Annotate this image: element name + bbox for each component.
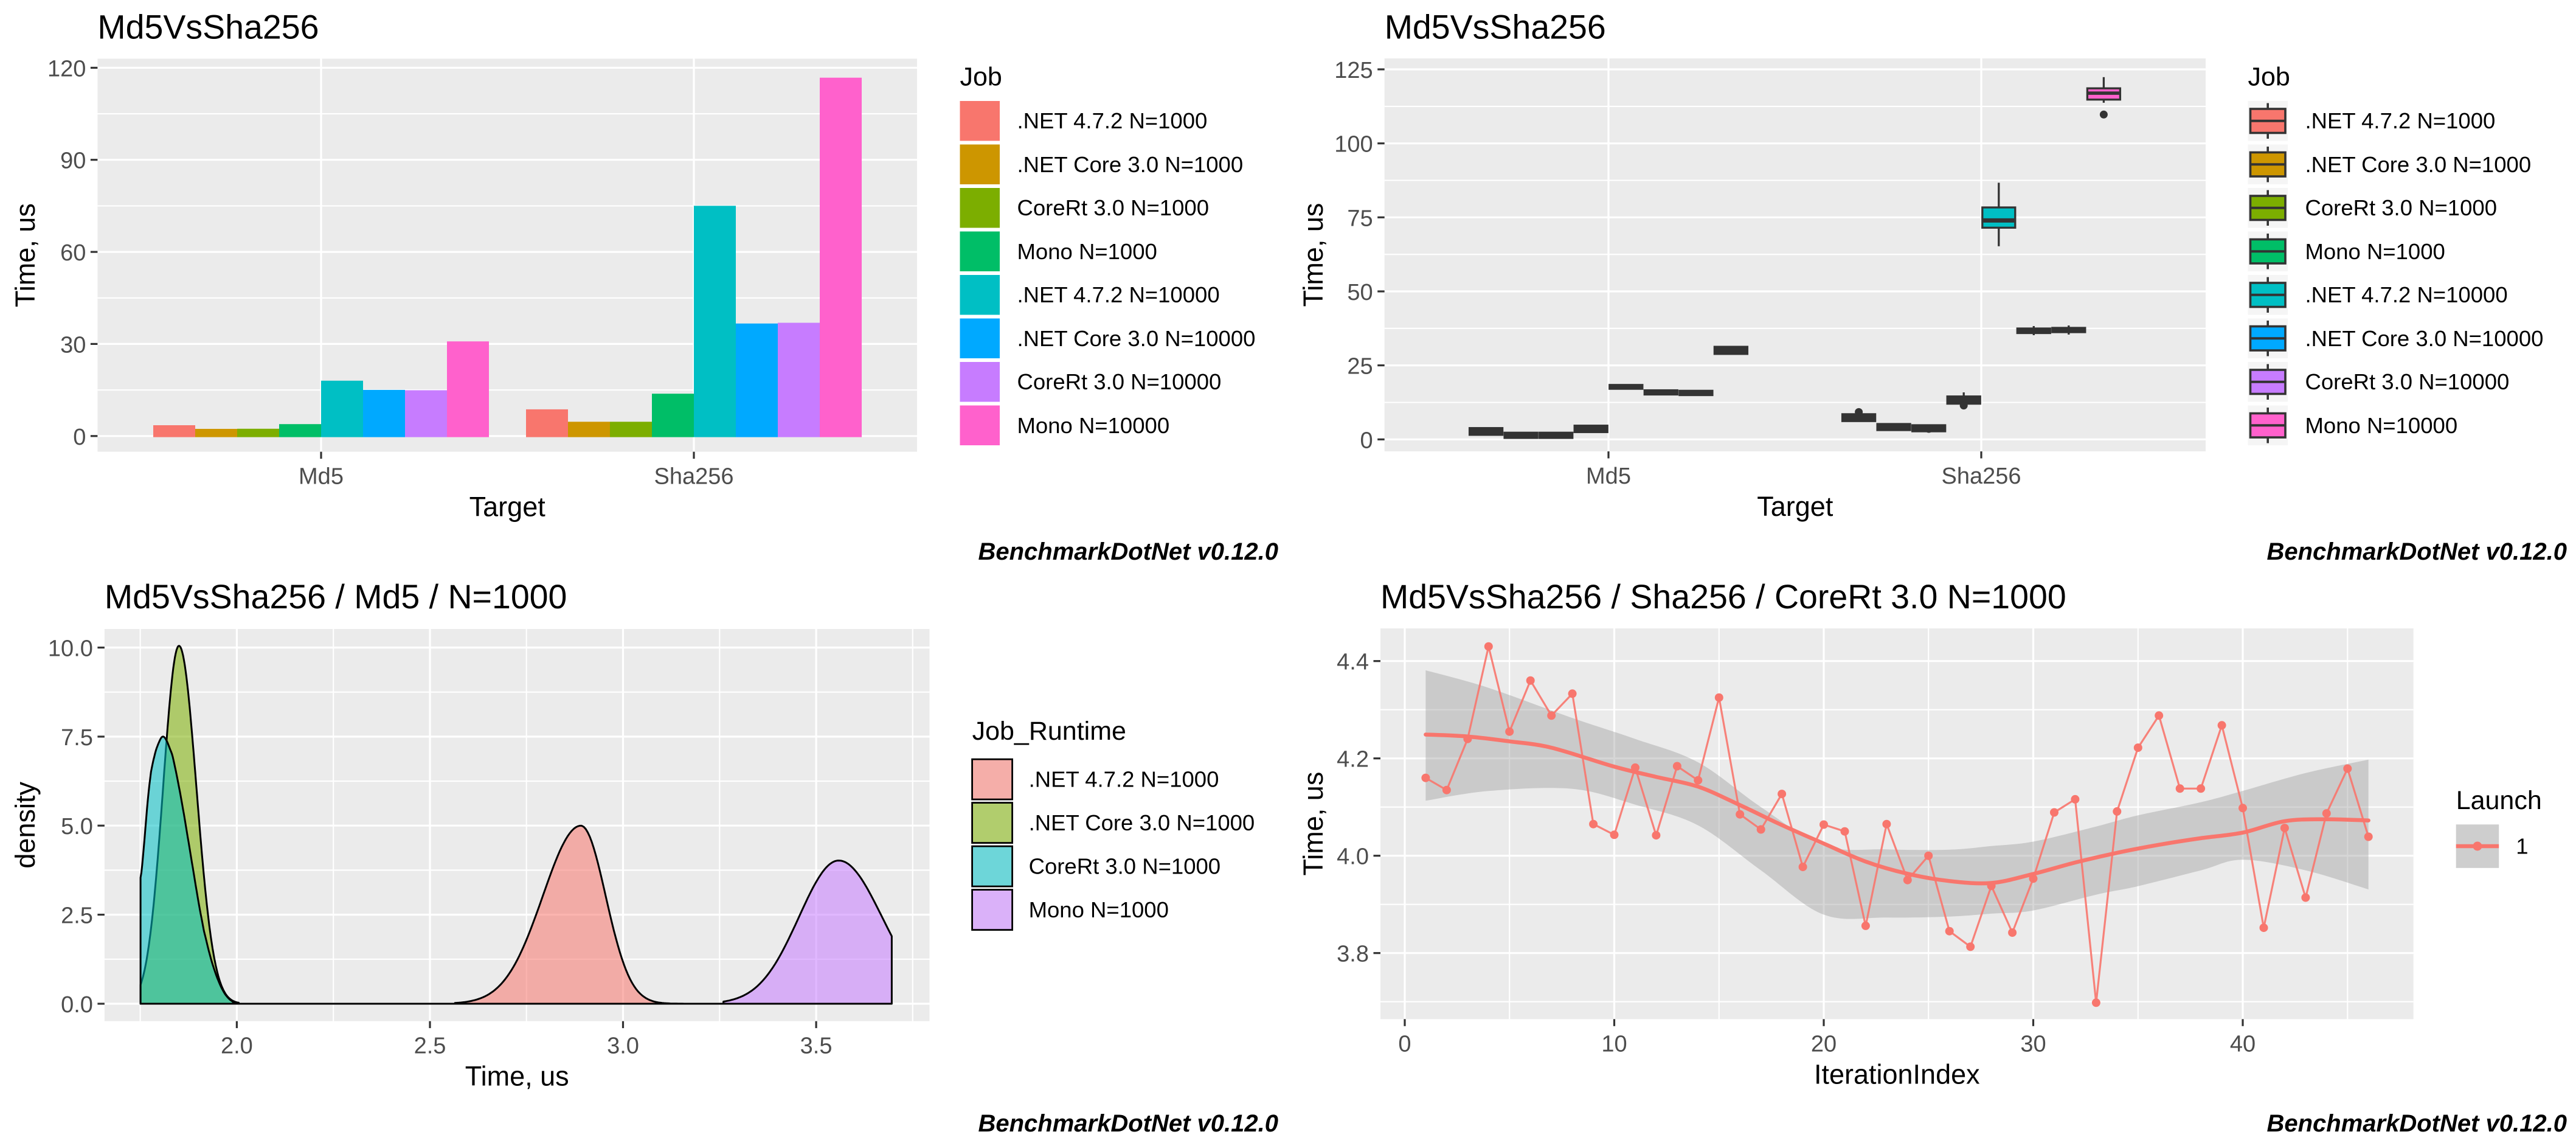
- svg-text:Md5VsSha256 / Sha256 / CoreRt: Md5VsSha256 / Sha256 / CoreRt 3.0 N=1000: [1380, 578, 2066, 616]
- svg-text:density: density: [10, 782, 41, 869]
- svg-text:.NET Core 3.0 N=10000: .NET Core 3.0 N=10000: [1017, 326, 1256, 351]
- svg-text:2.5: 2.5: [414, 1034, 446, 1059]
- svg-text:4.4: 4.4: [1337, 650, 1369, 675]
- svg-text:25: 25: [1347, 354, 1373, 380]
- svg-text:Mono N=10000: Mono N=10000: [2305, 413, 2458, 438]
- svg-text:.NET 4.7.2 N=1000: .NET 4.7.2 N=1000: [1029, 767, 1219, 792]
- svg-text:75: 75: [1347, 206, 1373, 231]
- svg-text:2.5: 2.5: [61, 903, 93, 929]
- svg-text:Job: Job: [960, 63, 1002, 92]
- svg-text:60: 60: [60, 240, 86, 266]
- svg-text:.NET Core 3.0 N=10000: .NET Core 3.0 N=10000: [2305, 326, 2544, 351]
- svg-text:4.0: 4.0: [1337, 844, 1369, 870]
- svg-text:0: 0: [1398, 1031, 1411, 1057]
- svg-text:120: 120: [47, 56, 86, 82]
- svg-text:Job_Runtime: Job_Runtime: [972, 717, 1126, 746]
- svg-text:100: 100: [1334, 132, 1373, 158]
- svg-text:2.0: 2.0: [221, 1034, 253, 1059]
- svg-text:20: 20: [1811, 1031, 1837, 1057]
- svg-text:BenchmarkDotNet v0.12.0: BenchmarkDotNet v0.12.0: [978, 538, 1278, 565]
- svg-text:1: 1: [2516, 834, 2528, 859]
- svg-text:Md5: Md5: [1586, 464, 1631, 489]
- svg-text:CoreRt 3.0 N=10000: CoreRt 3.0 N=10000: [2305, 369, 2510, 394]
- svg-text:Sha256: Sha256: [654, 464, 733, 490]
- svg-text:0.0: 0.0: [61, 992, 93, 1018]
- svg-text:.NET Core 3.0 N=1000: .NET Core 3.0 N=1000: [1029, 810, 1255, 835]
- svg-text:Mono N=1000: Mono N=1000: [2305, 239, 2445, 264]
- svg-text:IterationIndex: IterationIndex: [1814, 1058, 1980, 1090]
- svg-text:90: 90: [60, 148, 86, 174]
- svg-text:Time, us: Time, us: [10, 203, 41, 307]
- svg-text:30: 30: [60, 332, 86, 358]
- svg-text:Time, us: Time, us: [1298, 203, 1329, 307]
- svg-text:40: 40: [2230, 1031, 2256, 1057]
- svg-text:3.0: 3.0: [607, 1034, 639, 1059]
- svg-text:.NET Core 3.0 N=1000: .NET Core 3.0 N=1000: [1017, 152, 1244, 177]
- svg-text:Job: Job: [2248, 63, 2290, 92]
- svg-text:0: 0: [1360, 428, 1373, 453]
- svg-text:.NET 4.7.2 N=10000: .NET 4.7.2 N=10000: [1017, 282, 1220, 307]
- svg-text:BenchmarkDotNet v0.12.0: BenchmarkDotNet v0.12.0: [2266, 1110, 2567, 1137]
- svg-text:.NET 4.7.2 N=10000: .NET 4.7.2 N=10000: [2305, 282, 2508, 307]
- svg-text:Time, us: Time, us: [1298, 772, 1329, 876]
- svg-text:10: 10: [1601, 1031, 1627, 1057]
- svg-text:Sha256: Sha256: [1941, 464, 2021, 489]
- svg-text:BenchmarkDotNet v0.12.0: BenchmarkDotNet v0.12.0: [2266, 538, 2567, 565]
- svg-text:0: 0: [73, 425, 86, 450]
- svg-text:3.5: 3.5: [800, 1034, 833, 1059]
- svg-text:Target: Target: [1757, 491, 1833, 522]
- svg-text:125: 125: [1334, 58, 1373, 83]
- svg-text:Mono N=1000: Mono N=1000: [1017, 239, 1157, 264]
- svg-text:CoreRt 3.0 N=10000: CoreRt 3.0 N=10000: [1017, 369, 1222, 394]
- svg-text:Mono N=1000: Mono N=1000: [1029, 897, 1169, 922]
- svg-text:50: 50: [1347, 280, 1373, 305]
- svg-text:Target: Target: [469, 492, 546, 523]
- svg-text:.NET Core 3.0 N=1000: .NET Core 3.0 N=1000: [2305, 152, 2532, 177]
- svg-text:4.2: 4.2: [1337, 747, 1369, 773]
- svg-text:Md5: Md5: [299, 464, 344, 490]
- svg-text:Md5VsSha256: Md5VsSha256: [1385, 9, 1606, 46]
- svg-text:CoreRt 3.0 N=1000: CoreRt 3.0 N=1000: [1017, 195, 1210, 220]
- svg-text:Launch: Launch: [2456, 786, 2542, 815]
- svg-text:10.0: 10.0: [48, 636, 93, 662]
- svg-text:30: 30: [2020, 1031, 2046, 1057]
- svg-text:7.5: 7.5: [61, 725, 93, 751]
- svg-text:Md5VsSha256: Md5VsSha256: [97, 9, 319, 46]
- svg-text:.NET 4.7.2 N=1000: .NET 4.7.2 N=1000: [2305, 108, 2496, 133]
- svg-text:BenchmarkDotNet v0.12.0: BenchmarkDotNet v0.12.0: [978, 1110, 1278, 1137]
- svg-text:5.0: 5.0: [61, 814, 93, 839]
- svg-text:Md5VsSha256 / Md5 / N=1000: Md5VsSha256 / Md5 / N=1000: [105, 578, 567, 616]
- svg-text:Mono N=10000: Mono N=10000: [1017, 413, 1170, 438]
- svg-text:CoreRt 3.0 N=1000: CoreRt 3.0 N=1000: [1029, 854, 1221, 879]
- svg-text:Time, us: Time, us: [465, 1061, 569, 1092]
- svg-text:3.8: 3.8: [1337, 942, 1369, 967]
- svg-text:.NET 4.7.2 N=1000: .NET 4.7.2 N=1000: [1017, 108, 1208, 133]
- svg-text:CoreRt 3.0 N=1000: CoreRt 3.0 N=1000: [2305, 195, 2498, 220]
